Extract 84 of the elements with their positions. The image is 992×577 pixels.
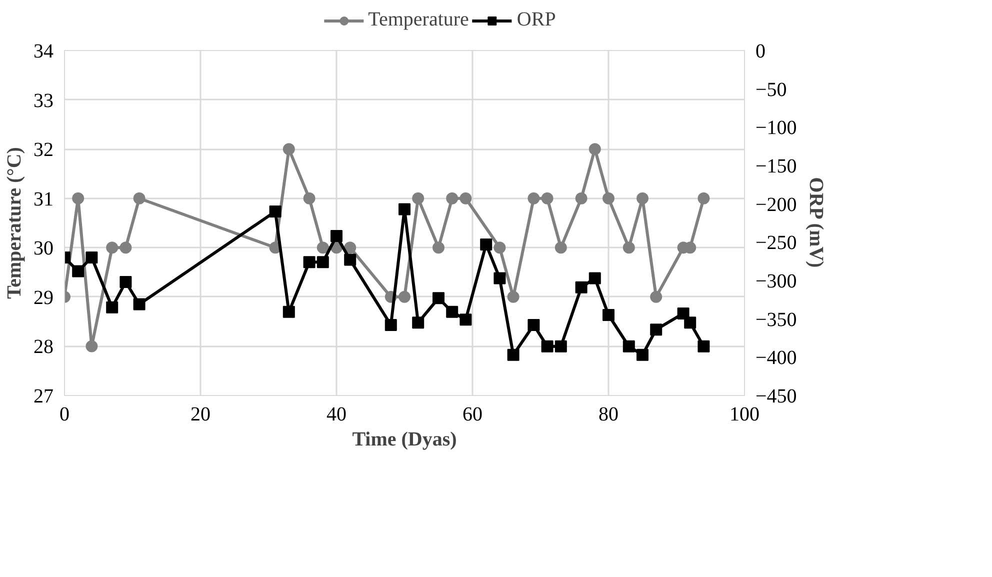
y2-tick-label: −400 xyxy=(756,347,797,370)
point xyxy=(650,290,662,303)
y-tick-label: 33 xyxy=(34,90,54,112)
point xyxy=(528,318,540,331)
point xyxy=(72,192,84,204)
x-tick-label: 80 xyxy=(598,404,618,426)
point xyxy=(303,256,316,268)
point xyxy=(412,192,424,204)
point xyxy=(133,192,146,204)
point xyxy=(269,206,282,218)
y-tick-label: 34 xyxy=(34,40,54,62)
point xyxy=(120,276,132,288)
y-tick-label: 31 xyxy=(34,188,54,210)
point xyxy=(344,242,356,254)
point xyxy=(507,290,520,303)
y2-tick-label: −350 xyxy=(756,308,797,331)
point xyxy=(133,298,146,310)
x-axis-title: Time (Dyas) xyxy=(352,428,457,450)
point xyxy=(541,340,554,352)
point xyxy=(528,192,540,204)
point xyxy=(432,292,444,304)
point xyxy=(282,306,295,318)
y2-axis-title: ORP (mV) xyxy=(804,177,827,268)
point xyxy=(494,242,506,254)
point xyxy=(541,192,554,204)
y2-tick-label: −150 xyxy=(756,156,797,178)
y-tick-label: 32 xyxy=(34,139,54,162)
y2-tick-label: −250 xyxy=(756,232,797,254)
point xyxy=(412,316,424,329)
y2-tick-label: −100 xyxy=(756,117,797,140)
point xyxy=(344,254,356,266)
point xyxy=(120,242,132,254)
point xyxy=(650,324,662,336)
point xyxy=(698,192,710,204)
point xyxy=(622,340,635,352)
point xyxy=(303,192,316,204)
legend-label: ORP xyxy=(516,8,556,32)
point xyxy=(398,203,410,216)
point xyxy=(106,242,118,254)
x-tick-label: 60 xyxy=(462,404,482,426)
y2-tick-label: −50 xyxy=(756,78,787,101)
point xyxy=(507,348,520,361)
point xyxy=(86,252,98,264)
point xyxy=(432,242,444,254)
point xyxy=(494,272,506,284)
y2-tick-label: −200 xyxy=(756,194,797,216)
y-tick-label: 28 xyxy=(34,336,54,358)
x-tick-label: 20 xyxy=(190,404,210,426)
y-tick-label: 30 xyxy=(34,238,54,260)
point xyxy=(636,192,648,204)
point xyxy=(398,290,410,303)
point xyxy=(698,340,710,352)
point xyxy=(588,272,601,284)
point xyxy=(602,309,614,321)
x-tick-label: 0 xyxy=(60,404,70,426)
x-tick-label: 40 xyxy=(326,404,346,426)
point xyxy=(480,238,492,250)
point xyxy=(86,340,98,352)
point xyxy=(684,316,696,329)
point xyxy=(588,143,601,156)
point xyxy=(636,348,648,361)
point xyxy=(446,306,458,318)
point xyxy=(446,192,458,204)
point xyxy=(460,314,472,326)
point xyxy=(554,340,567,352)
legend-label: Temperature xyxy=(368,8,469,32)
y-tick-label: 29 xyxy=(34,286,54,309)
point xyxy=(316,242,329,254)
point xyxy=(575,281,588,294)
point xyxy=(330,230,342,242)
point xyxy=(316,256,329,268)
point xyxy=(575,192,588,204)
point xyxy=(554,242,567,254)
point xyxy=(282,143,295,156)
y2-tick-label: −300 xyxy=(756,270,797,292)
y2-tick-label: 0 xyxy=(756,40,766,62)
point xyxy=(106,301,118,314)
point xyxy=(602,192,614,204)
point xyxy=(384,318,397,331)
point xyxy=(460,192,472,204)
point xyxy=(622,242,635,254)
point xyxy=(72,265,84,278)
y-axis-title: Temperature (°C) xyxy=(4,147,26,299)
y-tick-label: 27 xyxy=(34,386,54,408)
